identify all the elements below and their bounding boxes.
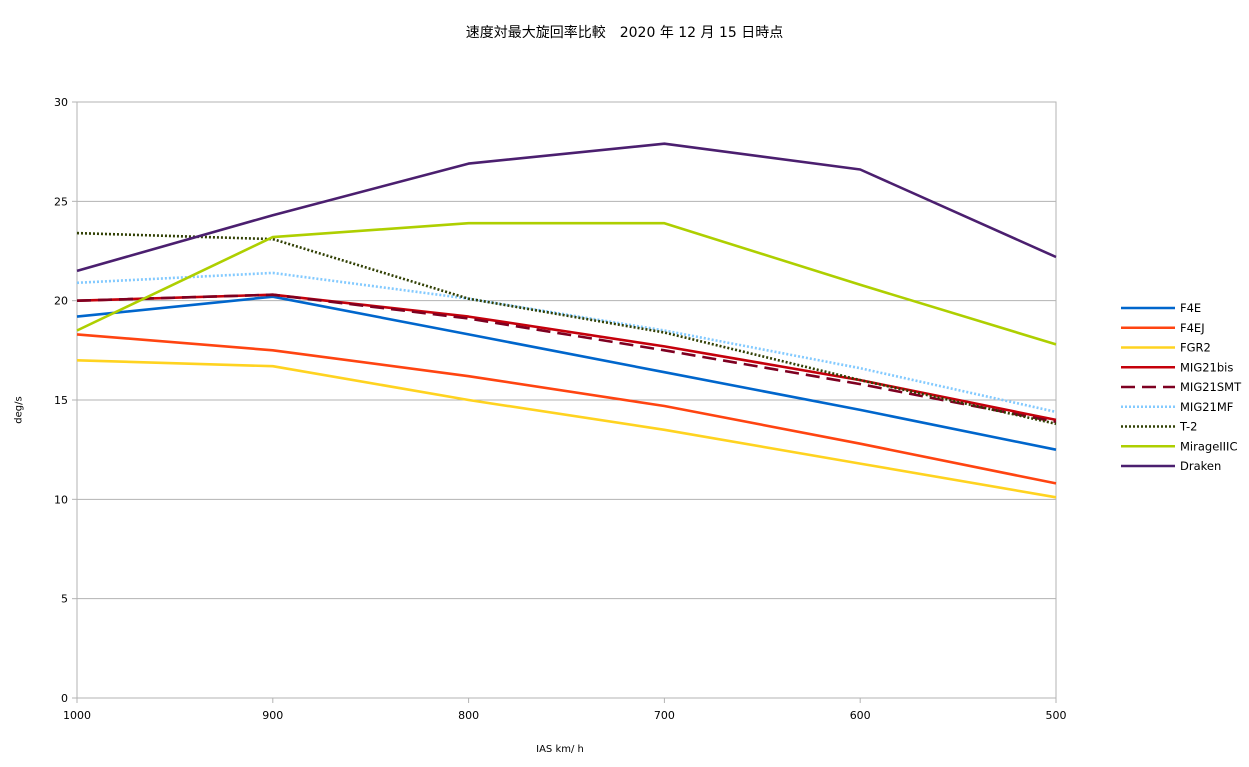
- legend-label-mig21mf: MIG21MF: [1180, 400, 1233, 414]
- legend: F4E F4EJ FGR2 MIG21bis MIG21SMT MIG21MF T-2 Mir…: [1121, 301, 1242, 473]
- legend-label-f4ej: F4EJ: [1180, 321, 1205, 335]
- legend-label-f4e: F4E: [1180, 301, 1201, 315]
- chart-title: 速度対最大旋回率比較 2020 年 12 月 15 日時点: [465, 25, 784, 41]
- series-line-draken: [76, 142, 1057, 273]
- legend-label-draken: Draken: [1180, 459, 1221, 473]
- y-tick-label-20: 20: [54, 295, 68, 308]
- y-axis-ticks: 0 5 10 15 20 25 30: [54, 96, 77, 705]
- y-axis-label: deg/s: [13, 396, 25, 424]
- x-tick-label-500: 500: [1046, 709, 1067, 722]
- series-line-mig21bis: [76, 293, 1057, 422]
- legend-label-mig21bis: MIG21bis: [1180, 360, 1233, 374]
- y-tick-label-5: 5: [61, 593, 68, 606]
- x-tick-label-900: 900: [262, 709, 283, 722]
- grid-lines: [77, 101, 1056, 600]
- series-line-f4e: [76, 295, 1057, 451]
- legend-label-mirageiiic: MirageIIIC: [1180, 439, 1237, 453]
- legend-label-mig21smt: MIG21SMT: [1180, 380, 1242, 394]
- series-line-mig21smt: [76, 293, 1057, 424]
- y-tick-label-0: 0: [61, 692, 68, 705]
- series-lines: [76, 142, 1057, 499]
- legend-label-t-2: T-2: [1179, 420, 1197, 434]
- x-tick-label-800: 800: [458, 709, 479, 722]
- legend-label-fgr2: FGR2: [1180, 341, 1211, 355]
- series-line-mirageiiic: [76, 221, 1057, 346]
- series-line-f4ej: [76, 333, 1057, 485]
- y-tick-label-10: 10: [54, 493, 68, 506]
- x-axis-ticks: 1000 900 800 700 600 500: [63, 698, 1067, 722]
- x-axis-label: IAS km/ h: [536, 744, 584, 755]
- series-line-mig21mf: [76, 271, 1057, 414]
- y-tick-label-25: 25: [54, 195, 68, 208]
- x-tick-label-600: 600: [850, 709, 871, 722]
- x-tick-label-700: 700: [654, 709, 675, 722]
- y-tick-label-30: 30: [54, 96, 68, 109]
- y-tick-label-15: 15: [54, 394, 68, 407]
- x-tick-label-1000: 1000: [63, 709, 91, 722]
- series-line-fgr2: [76, 359, 1057, 499]
